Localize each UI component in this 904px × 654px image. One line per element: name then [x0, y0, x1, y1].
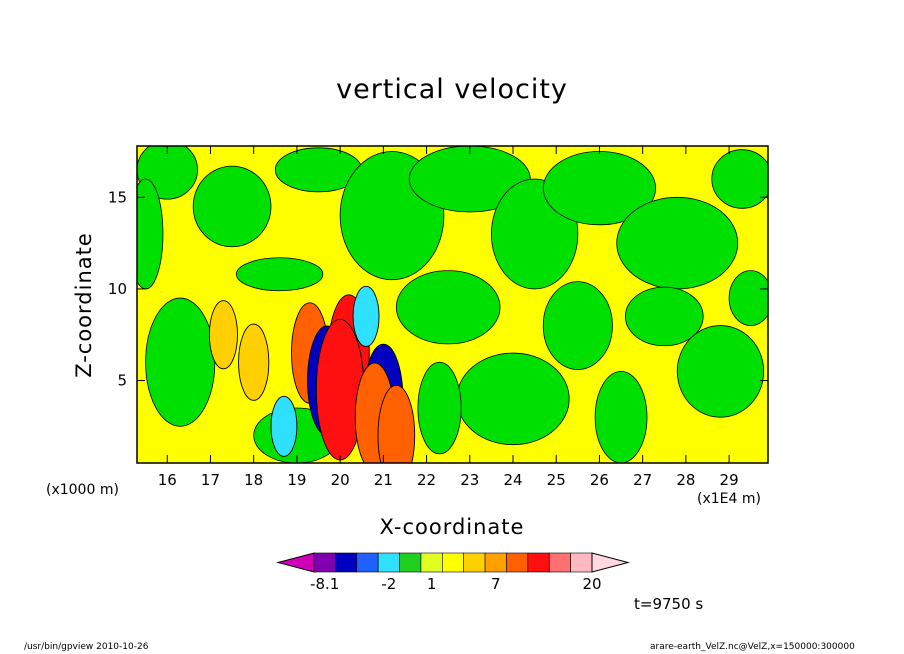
colorbar-label: -8.1 — [310, 575, 339, 593]
x-tick-label: 26 — [590, 471, 609, 489]
colorbar-extend-high — [591, 552, 630, 573]
y-axis: 5 10 15 — [108, 188, 768, 390]
colorbar-swatch — [506, 552, 529, 573]
colorbar-label: -2 — [381, 575, 396, 593]
x-axis: 16 17 18 19 20 21 22 23 24 25 26 27 28 29 — [158, 146, 739, 489]
x-tick-label: 25 — [547, 471, 566, 489]
y-tick-label: 10 — [108, 280, 127, 298]
footer-left: /usr/bin/gpview 2010-10-26 — [24, 642, 149, 652]
x-tick-label: 18 — [244, 471, 263, 489]
colorbar-swatch — [442, 552, 464, 573]
colorbar-swatch — [463, 552, 486, 573]
colorbar-swatch — [484, 552, 507, 573]
contour-updraft — [238, 323, 270, 401]
x-scale-label: (x1E4 m) — [697, 491, 761, 507]
y-tick-label: 15 — [108, 188, 127, 206]
contour-patch — [676, 325, 765, 418]
x-unit-label: (x1000 m) — [46, 482, 119, 498]
contour-patch — [145, 297, 216, 427]
contour-patch — [594, 370, 648, 463]
colorbar-label: 7 — [491, 575, 501, 593]
contour-patch — [417, 361, 462, 455]
colorbar-swatch — [527, 552, 550, 573]
contour-downdraft — [352, 285, 380, 347]
contour-patch — [542, 281, 613, 370]
colorbar-swatch — [313, 552, 336, 573]
x-tick-label: 19 — [287, 471, 306, 489]
colorbar-swatch — [420, 552, 443, 573]
contour-patch — [192, 165, 272, 248]
footer-right: arare-earth_VelZ.nc@VelZ,x=150000:300000 — [650, 642, 855, 652]
x-tick-label: 27 — [633, 471, 652, 489]
contour-downdraft — [270, 395, 298, 457]
x-tick-label: 22 — [417, 471, 436, 489]
x-axis-label: X-coordinate — [379, 515, 525, 539]
contour-patch — [137, 178, 164, 290]
y-axis-label: Z-coordinate — [72, 232, 96, 378]
contour-patch — [236, 257, 324, 292]
colorbar-label: 20 — [582, 575, 601, 593]
time-label: t=9750 s — [634, 595, 704, 613]
x-tick-label: 17 — [201, 471, 220, 489]
x-tick-label: 29 — [720, 471, 739, 489]
colorbar-swatch — [548, 552, 571, 573]
y-tick-label: 5 — [117, 372, 127, 390]
contour-patch — [624, 286, 704, 347]
contour-patch — [616, 196, 739, 290]
colorbar-extend-low — [276, 552, 315, 573]
colorbar-swatch — [377, 552, 400, 573]
colorbar-swatch — [335, 552, 358, 573]
x-tick-label: 23 — [460, 471, 479, 489]
contour-patch — [456, 352, 570, 446]
contour-updraft — [208, 300, 238, 370]
colorbar-swatch — [356, 552, 379, 573]
colorbar-swatch — [399, 552, 422, 573]
contour-field — [137, 146, 768, 463]
contour-patch — [395, 270, 501, 345]
colorbar-swatch — [570, 552, 593, 573]
x-tick-label: 16 — [158, 471, 177, 489]
colorbar-label: 1 — [427, 575, 437, 593]
contour-updraft — [377, 384, 416, 463]
x-tick-label: 20 — [331, 471, 350, 489]
chart-title: vertical velocity — [336, 74, 568, 105]
contour-patch — [711, 149, 768, 209]
x-tick-label: 24 — [503, 471, 522, 489]
plot-frame — [136, 145, 769, 464]
x-tick-label: 28 — [676, 471, 695, 489]
x-tick-label: 21 — [374, 471, 393, 489]
colorbar: -8.1 -2 1 7 20 — [276, 552, 630, 593]
contour-patch — [728, 270, 768, 326]
